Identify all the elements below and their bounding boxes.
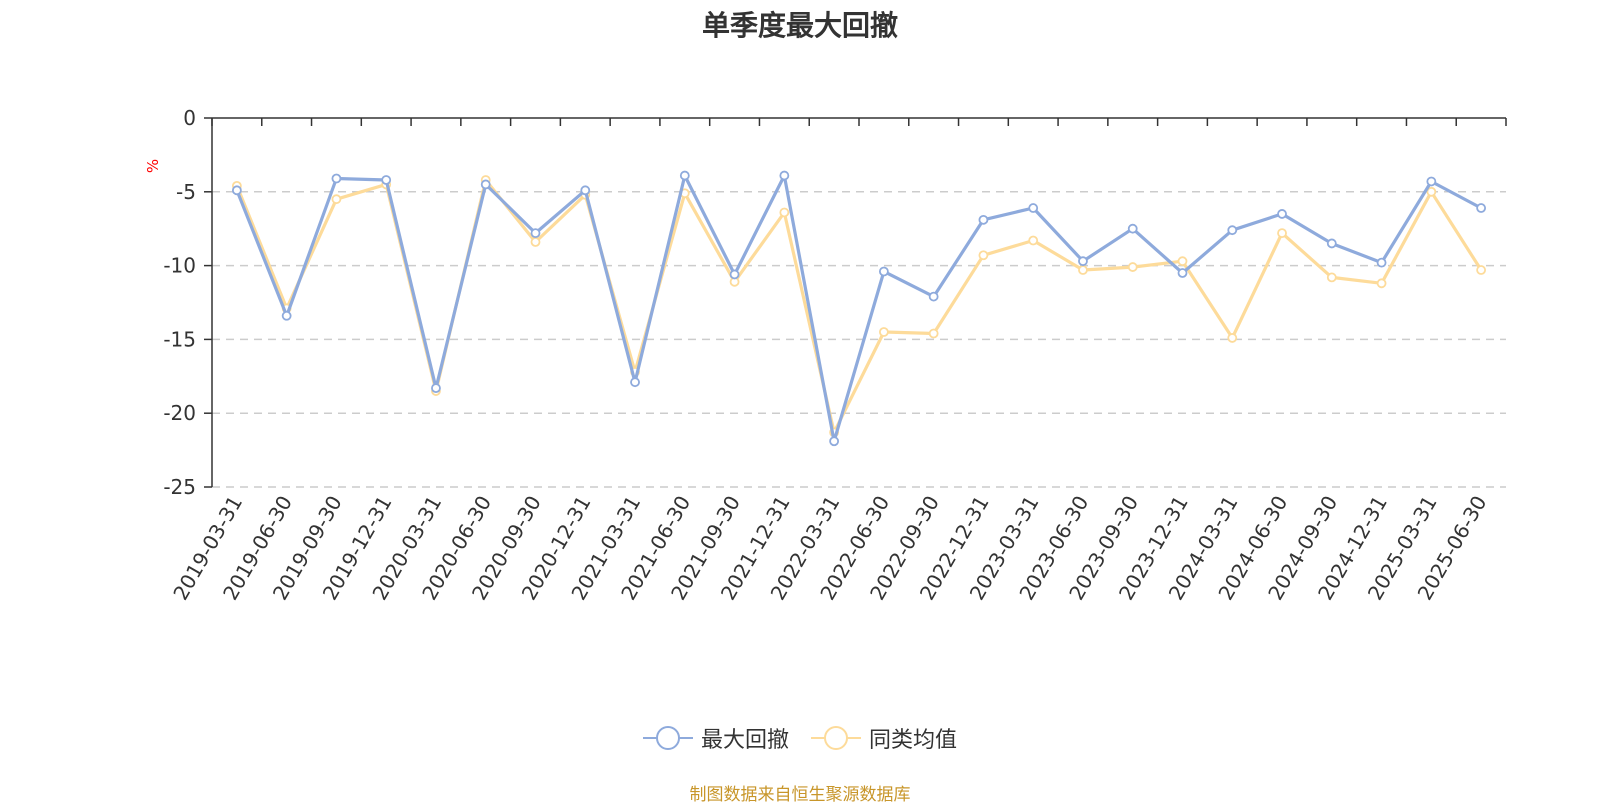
data-point-series-1[interactable] — [580, 185, 591, 196]
legend-item-series-1[interactable]: 最大回撤 — [642, 722, 789, 754]
series-layer — [231, 170, 1487, 447]
data-point-series-1[interactable] — [331, 173, 342, 184]
data-point-series-2[interactable] — [1326, 272, 1337, 283]
legend-marker-series-1 — [642, 726, 693, 750]
data-point-series-1[interactable] — [1078, 256, 1088, 267]
data-point-series-1[interactable] — [1277, 209, 1287, 219]
series-line-1 — [235, 174, 1482, 443]
data-point-series-2[interactable] — [1426, 186, 1437, 197]
data-point-series-1[interactable] — [231, 185, 242, 196]
data-point-series-2[interactable] — [878, 327, 889, 337]
data-point-series-1[interactable] — [1227, 225, 1238, 236]
y-tick-label: -5 — [176, 180, 196, 204]
data-point-series-1[interactable] — [1028, 203, 1039, 213]
data-point-series-1[interactable] — [978, 214, 989, 225]
data-point-series-1[interactable] — [1376, 257, 1387, 268]
data-point-series-2[interactable] — [530, 237, 541, 247]
y-axis-unit-label: % — [144, 159, 162, 173]
data-point-series-1[interactable] — [381, 175, 392, 185]
data-point-series-1[interactable] — [829, 436, 840, 447]
data-point-series-1[interactable] — [1326, 238, 1337, 249]
data-point-series-1[interactable] — [878, 266, 889, 277]
legend-label-series-2: 同类均值 — [869, 728, 958, 753]
y-tick-label: -10 — [163, 254, 196, 278]
data-point-series-1[interactable] — [679, 170, 690, 181]
series-line-2 — [235, 178, 1483, 434]
data-point-series-1[interactable] — [779, 170, 790, 181]
data-point-series-1[interactable] — [1177, 268, 1188, 278]
data-point-series-1[interactable] — [1426, 176, 1437, 187]
y-tick-label: -25 — [163, 475, 196, 499]
data-point-series-2[interactable] — [1476, 265, 1487, 275]
data-point-series-2[interactable] — [1227, 333, 1238, 343]
y-tick-label: -15 — [163, 327, 196, 351]
data-point-series-2[interactable] — [978, 250, 989, 261]
data-point-series-1[interactable] — [281, 310, 292, 321]
data-point-series-1[interactable] — [480, 179, 491, 190]
data-point-series-1[interactable] — [1476, 203, 1487, 213]
data-point-series-2[interactable] — [1177, 256, 1188, 267]
data-point-series-2[interactable] — [928, 328, 939, 339]
data-point-series-1[interactable] — [729, 269, 740, 280]
data-point-series-2[interactable] — [1277, 228, 1287, 239]
data-point-series-2[interactable] — [1078, 265, 1088, 275]
data-point-series-1[interactable] — [431, 383, 441, 394]
data-point-series-1[interactable] — [1127, 223, 1138, 234]
data-point-series-2[interactable] — [1028, 235, 1039, 246]
data-point-series-1[interactable] — [530, 228, 541, 239]
legend-marker-series-2 — [811, 726, 861, 750]
legend: 最大回撤 同类均值 — [0, 722, 1600, 754]
data-point-series-2[interactable] — [1127, 262, 1138, 272]
source-note: 制图数据来自恒生聚源数据库 — [689, 785, 911, 805]
data-point-series-2[interactable] — [779, 207, 790, 218]
legend-item-series-2[interactable]: 同类均值 — [811, 722, 957, 754]
data-point-series-1[interactable] — [928, 291, 939, 302]
data-point-series-1[interactable] — [630, 377, 640, 388]
chart-title: 单季度最大回撤 — [701, 9, 898, 42]
data-point-series-2[interactable] — [1376, 278, 1387, 289]
data-point-series-2[interactable] — [331, 194, 342, 205]
y-tick-label: 0 — [183, 106, 196, 130]
y-tick-label: -20 — [163, 401, 196, 425]
legend-label-series-1: 最大回撤 — [700, 728, 789, 753]
grid-layer — [212, 191, 1506, 488]
